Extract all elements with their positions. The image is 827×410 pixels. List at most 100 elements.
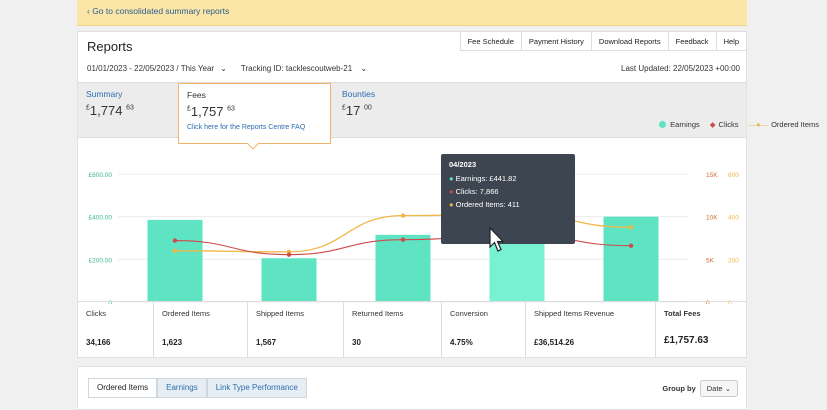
top-links: Fee Schedule Payment History Download Re… [459,31,747,51]
metric-returned-items: Returned Items 30 [344,302,442,358]
metric-conversion: Conversion 4.75% [442,302,526,358]
earnings-dot-icon [659,121,667,128]
mouse-pointer-icon [489,227,505,252]
group-by-label: Group by [662,384,696,393]
right-clicks-tick-label: 5K [706,257,715,264]
metric-value: 4.75% [450,338,473,347]
clicks-point [628,243,634,248]
earnings-bar [375,234,431,302]
tab-ordered-items[interactable]: Ordered Items [88,378,158,398]
tab-bounties-value: £17 00 [342,103,372,118]
dot-icon: ● [449,200,454,209]
left-tick-label: £600.00 [89,172,113,179]
tooltip-clicks-text: Clicks: 7,866 [455,187,499,196]
tab-summary[interactable]: Summary £1,774 63 [78,83,178,139]
metric-shipped-revenue: Shipped Items Revenue £36,514.26 [526,302,656,358]
detail-tabs: Ordered Items Earnings Link Type Perform… [88,378,307,398]
page-title: Reports [87,39,133,54]
left-tick-label: £200.00 [89,257,113,264]
tooltip-clicks: ● Clicks: 7,866 [449,187,567,196]
earnings-bar [147,219,203,302]
reports-card: Reports Fee Schedule Payment History Dow… [77,31,747,358]
faq-link[interactable]: Click here for the Reports Centre FAQ [187,124,306,131]
tracking-id-dropdown[interactable]: Tracking ID: tacklescoutweb-21 ⌄ [241,64,373,73]
right-ordered-tick-label: 0 [728,300,732,304]
tooltip-ordered: ● Ordered Items: 411 [449,200,567,209]
last-updated: Last Updated: 22/05/2023 +00:00 [621,64,740,73]
tab-fees-label: Fees [187,90,206,100]
right-clicks-tick-label: 15K [706,172,718,179]
metric-label: Ordered Items [162,309,210,318]
chevron-down-icon: ⌄ [360,64,368,73]
left-tick-label: 0 [108,300,112,304]
tooltip-earnings-text: Earnings: £441.82 [455,174,517,183]
tooltip-earnings: ● Earnings: £441.82 [449,174,567,183]
diamond-icon: ◆ [709,120,716,129]
tab-fees-value: £1,757 63 [187,104,235,119]
right-clicks-tick-label: 10K [706,215,718,222]
left-tick-label: £400.00 [89,215,113,222]
metric-label: Returned Items [352,309,404,318]
clicks-point [400,237,406,242]
chart-tooltip: 04/2023 ● Earnings: £441.82 ● Clicks: 7,… [441,154,575,244]
metric-ordered-items: Ordered Items 1,623 [154,302,248,358]
tooltip-ordered-text: Ordered Items: 411 [455,200,520,209]
metric-shipped-items: Shipped Items 1,567 [248,302,344,358]
metric-value: 1,623 [162,338,183,347]
right-ordered-tick-label: 400 [728,215,739,222]
date-range-label: 01/01/2023 - 22/05/2023 / This Year [87,64,215,73]
metric-label: Total Fees [664,309,701,318]
chart-legend: Earnings ◆ Clicks —●— Ordered Items [649,120,819,129]
legend-label: Ordered Items [771,120,819,129]
dot-icon: ● [449,174,454,183]
ordered-items-point [172,248,178,253]
fee-schedule-link[interactable]: Fee Schedule [459,31,522,51]
tab-bounties[interactable]: Bounties £17 00 [334,83,434,139]
ordered-items-point [400,213,406,218]
metric-label: Shipped Items Revenue [534,309,615,318]
line-dot-icon: —●— [748,120,769,129]
ordered-items-point [628,225,634,230]
chevron-down-icon: ⌄ [220,64,227,73]
metric-value: 1,567 [256,338,277,347]
legend-earnings[interactable]: Earnings [659,120,700,129]
tab-bounties-label: Bounties [342,89,376,99]
metric-value: £1,757.63 [664,335,709,346]
tab-fees[interactable]: Fees £1,757 63 Click here for the Report… [178,83,331,150]
right-ordered-tick-label: 200 [728,257,739,264]
earnings-bar [603,216,659,302]
legend-label: Clicks [718,120,739,129]
date-range-dropdown[interactable]: 01/01/2023 - 22/05/2023 / This Year ⌄ [87,64,233,73]
metric-value: 30 [352,338,361,347]
dot-icon: ● [449,187,454,196]
legend-clicks[interactable]: ◆ Clicks [710,120,739,129]
chevron-down-icon: ⌄ [724,384,731,393]
consolidated-reports-link[interactable]: ‹ Go to consolidated summary reports [87,6,230,16]
metric-value: 34,166 [86,338,111,347]
metric-value: £36,514.26 [534,338,575,347]
earnings-bar [261,258,317,302]
metric-label: Clicks [86,309,106,318]
group-by-value: Date [706,384,723,393]
summary-tabs: Summary £1,774 63 Fees £1,757 63 Click h… [78,82,746,150]
feedback-link[interactable]: Feedback [668,31,717,51]
group-by-select[interactable]: Date ⌄ [699,380,738,397]
filter-row: 01/01/2023 - 22/05/2023 / This Year ⌄ Tra… [87,64,379,73]
metrics-row: Clicks 34,166 Ordered Items 1,623 Shipped … [78,301,746,358]
tab-summary-value: £1,774 63 [86,103,134,118]
fees-chart: 0 £200.00 £400.00 £600.00 0 5K 10K 15K 0 200 400 60… [89,172,740,304]
clicks-point [172,238,178,243]
details-card: Ordered Items Earnings Link Type Perform… [77,366,747,410]
tab-earnings[interactable]: Earnings [157,378,207,398]
legend-ordered-items[interactable]: —●— Ordered Items [749,120,819,129]
help-link[interactable]: Help [716,31,747,51]
payment-history-link[interactable]: Payment History [521,31,592,51]
metric-clicks: Clicks 34,166 [78,302,154,358]
tab-link-type-performance[interactable]: Link Type Performance [206,378,307,398]
banner: ‹ Go to consolidated summary reports [77,0,747,26]
group-by: Group by Date ⌄ [662,380,738,397]
download-reports-link[interactable]: Download Reports [591,31,669,51]
right-clicks-tick-label: 0 [706,300,710,304]
metric-label: Shipped Items [256,309,304,318]
legend-label: Earnings [670,120,700,129]
